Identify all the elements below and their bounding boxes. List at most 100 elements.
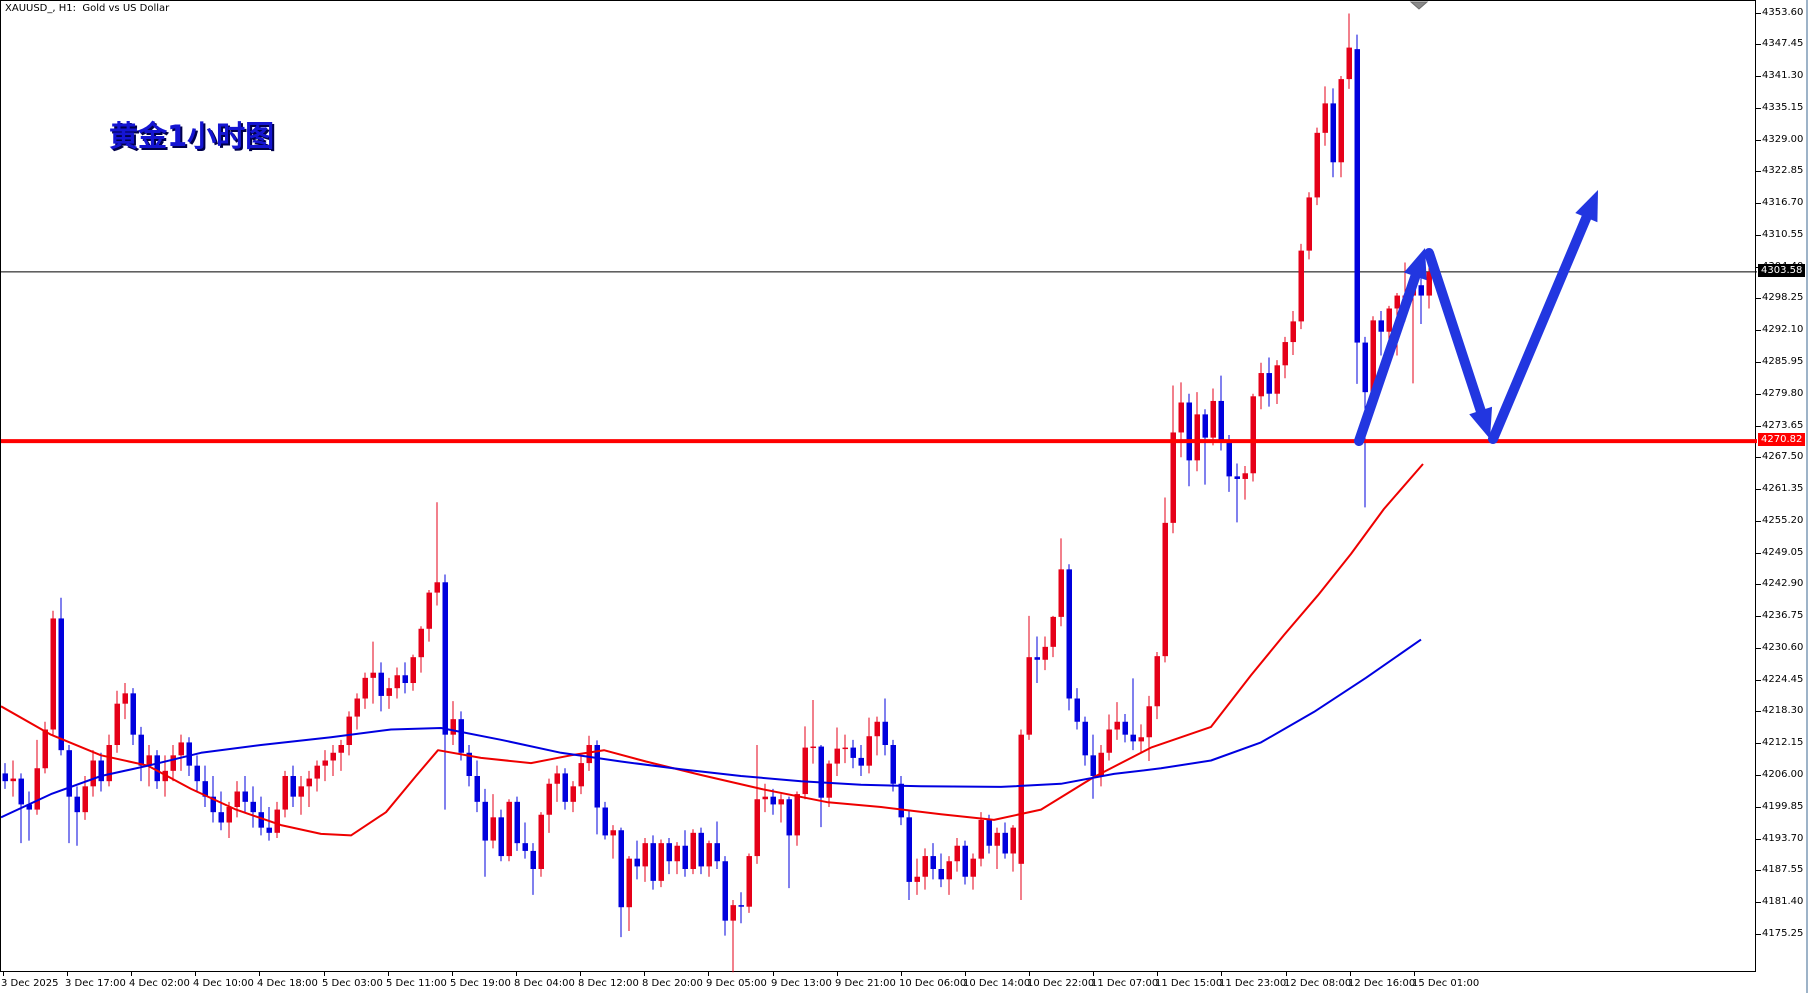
- chart-shift-marker-icon[interactable]: [1409, 1, 1429, 10]
- price-tick-label: 4255.20: [1762, 514, 1804, 526]
- time-tick-mark: [708, 972, 709, 976]
- candle-up: [586, 745, 592, 764]
- candle-up: [418, 628, 424, 658]
- time-tick-label: 12 Dec 08:00: [1284, 978, 1352, 989]
- price-tick-label: 4236.75: [1762, 610, 1804, 622]
- trend-arrow-shaft[interactable]: [1424, 248, 1488, 422]
- trend-arrow-shaft[interactable]: [1488, 207, 1594, 444]
- candle-up: [1194, 414, 1200, 461]
- candle-up: [570, 786, 576, 802]
- candle-down: [1202, 414, 1208, 438]
- time-tick-label: 3 Dec 17:00: [65, 978, 126, 989]
- candle-up: [954, 845, 960, 862]
- candle-up: [538, 814, 544, 869]
- window-right-border: [1806, 0, 1808, 993]
- price-tick-mark: [1756, 743, 1761, 745]
- candle-down: [522, 843, 528, 851]
- trend-arrow-head[interactable]: [1469, 406, 1493, 439]
- candle-up: [1170, 432, 1176, 523]
- time-tick-label: 9 Dec 21:00: [835, 978, 896, 989]
- candle-up: [794, 794, 800, 836]
- price-axis[interactable]: 4353.60 4347.45 4341.30 4335.15 4329.00 4322.…: [1756, 0, 1810, 972]
- time-tick-label: 8 Dec 20:00: [642, 978, 703, 989]
- candle-up: [1290, 321, 1296, 343]
- candle-up: [274, 809, 280, 833]
- time-tick-mark: [901, 972, 902, 976]
- price-tick-label: 4285.95: [1762, 355, 1804, 367]
- candle-up: [434, 582, 440, 593]
- candle-up: [746, 856, 752, 907]
- price-tick-mark: [1756, 44, 1761, 46]
- price-tick-mark: [1756, 393, 1761, 395]
- candle-up: [490, 817, 496, 841]
- time-tick-mark: [644, 972, 645, 976]
- candle-down: [650, 843, 656, 881]
- price-tick-label: 4242.90: [1762, 578, 1804, 590]
- candle-up: [810, 746, 816, 749]
- candle-down: [634, 858, 640, 867]
- price-tick-label: 4341.30: [1762, 70, 1804, 82]
- candle-up: [370, 672, 376, 678]
- price-tick-mark: [1756, 933, 1761, 935]
- candle-up: [1338, 79, 1344, 163]
- price-tick-mark: [1756, 806, 1761, 808]
- time-tick-label: 4 Dec 10:00: [193, 978, 254, 989]
- candle-down: [1066, 569, 1072, 699]
- candle-down: [458, 719, 464, 753]
- candle-up: [1018, 734, 1024, 864]
- candle-down: [858, 757, 864, 766]
- candle-up: [34, 768, 40, 810]
- candle-up: [1250, 396, 1256, 474]
- candle-up: [106, 745, 112, 782]
- candle-up: [658, 843, 664, 881]
- price-tick-mark: [1756, 171, 1761, 173]
- time-tick-label: 9 Dec 05:00: [706, 978, 767, 989]
- candle-down: [1418, 285, 1424, 296]
- candlestick-chart[interactable]: [1, 1, 1757, 973]
- ma-fast-line[interactable]: [1, 463, 1424, 837]
- candle-down: [850, 747, 856, 758]
- candle-down: [770, 796, 776, 805]
- candle-up: [314, 765, 320, 779]
- candle-up: [970, 858, 976, 877]
- candle-up: [778, 799, 784, 805]
- candle-up: [90, 760, 96, 787]
- candle-down: [618, 830, 624, 908]
- time-axis[interactable]: 3 Dec 2025 3 Dec 17:00 4 Dec 02:00 4 Dec 10…: [0, 972, 1756, 993]
- candle-down: [962, 845, 968, 877]
- candle-up: [322, 760, 328, 766]
- candle-up: [386, 688, 392, 696]
- time-tick-mark: [195, 972, 196, 976]
- price-tick-label: 4298.25: [1762, 292, 1804, 304]
- candle-down: [194, 765, 200, 782]
- candle-up: [394, 675, 400, 689]
- price-tick-mark: [1756, 552, 1761, 554]
- trend-arrow-head[interactable]: [1575, 190, 1598, 223]
- candle-up: [1426, 271, 1432, 296]
- candle-up: [1010, 827, 1016, 854]
- support-price-box: 4270.82: [1758, 433, 1806, 447]
- candle-down: [786, 799, 792, 836]
- candle-up: [50, 618, 56, 730]
- candle-up: [626, 858, 632, 908]
- ma-slow-line[interactable]: [1, 638, 1422, 819]
- candle-up: [978, 819, 984, 859]
- candle-down: [1122, 721, 1128, 735]
- candle-up: [1370, 320, 1376, 393]
- price-tick-mark: [1756, 425, 1761, 427]
- price-tick-label: 4181.40: [1762, 896, 1804, 908]
- candle-down: [986, 819, 992, 846]
- candle-up: [1162, 522, 1168, 657]
- time-tick-mark: [516, 972, 517, 976]
- candle-down: [1266, 373, 1272, 394]
- chinese-annotation-label[interactable]: 黄金1小时图: [109, 119, 275, 153]
- price-tick-label: 4292.10: [1762, 324, 1804, 336]
- time-tick-mark: [3, 972, 4, 976]
- trend-arrow-head[interactable]: [1403, 248, 1427, 281]
- trend-arrow-shaft[interactable]: [1354, 265, 1423, 446]
- candle-down: [666, 843, 672, 862]
- candle-down: [898, 783, 904, 818]
- price-tick-mark: [1756, 838, 1761, 840]
- chart-plot-area[interactable]: XAUUSD_, H1: Gold vs US Dollar 黄金1小时图: [0, 0, 1757, 973]
